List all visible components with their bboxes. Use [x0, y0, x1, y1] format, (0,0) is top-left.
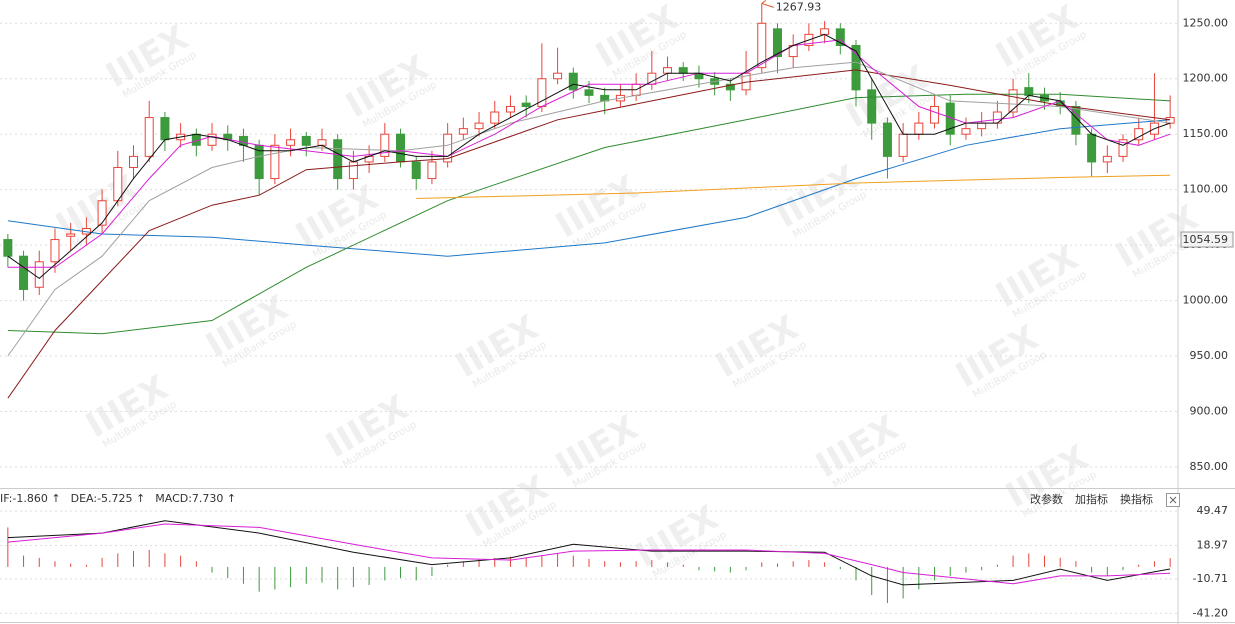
candle-body: [584, 89, 594, 96]
candle-body: [207, 133, 217, 146]
line: [7, 520, 1171, 586]
candle-body: [992, 111, 1002, 124]
candle-body: [50, 239, 60, 263]
y-tick-label: 950.00: [1190, 349, 1229, 362]
candle-body: [772, 28, 782, 58]
candle-body: [113, 166, 123, 202]
candle-body: [505, 105, 515, 113]
candle-body: [882, 122, 892, 157]
indicator-button[interactable]: 加指标: [1075, 492, 1108, 506]
line: [416, 174, 1171, 199]
candle-body: [97, 200, 107, 226]
candle-body: [474, 122, 484, 130]
close-button[interactable]: [1166, 493, 1180, 507]
candle-body: [553, 72, 563, 80]
y-tick-label: 1200.00: [1183, 72, 1229, 85]
line: [7, 33, 1171, 280]
candle-body: [348, 161, 358, 180]
candle-body: [835, 28, 845, 46]
candle-body: [411, 161, 421, 180]
line: [7, 523, 1171, 585]
line: [7, 39, 1171, 268]
candle-body: [270, 144, 280, 180]
candle-body: [129, 155, 139, 168]
candle-body: [930, 105, 940, 124]
candle-body: [317, 139, 327, 146]
candle-body: [1008, 89, 1018, 113]
candle-body: [333, 139, 343, 180]
candle-body: [66, 233, 76, 237]
candle-body: [3, 239, 13, 257]
candle-body: [1087, 133, 1097, 163]
candle-body: [19, 255, 29, 290]
max-label: 1267.93: [776, 0, 822, 13]
candle-body: [820, 28, 830, 35]
candle-body: [380, 133, 390, 157]
max-arrow: [761, 0, 774, 8]
candle-body: [144, 117, 154, 157]
y-tick-label: -41.20: [1193, 606, 1228, 619]
candle-body: [757, 22, 767, 69]
line: [7, 69, 1171, 399]
candle-body: [301, 135, 311, 146]
candle-body: [1102, 155, 1112, 163]
candle-body: [725, 83, 735, 91]
candle-body: [34, 261, 44, 288]
y-tick-label: 1250.00: [1183, 16, 1229, 29]
candle-body: [568, 72, 578, 91]
candle-body: [490, 111, 500, 124]
candle-body: [663, 67, 673, 74]
candle-body: [678, 67, 688, 74]
legend-label: MACD:7.730 ↑: [155, 492, 236, 505]
y-tick-label: 1150.00: [1183, 127, 1229, 140]
candle-body: [286, 139, 296, 146]
candle-body: [1071, 105, 1081, 135]
candle-body: [458, 128, 468, 135]
price-box: [1180, 231, 1234, 248]
candle-body: [521, 102, 531, 107]
candle-body: [898, 133, 908, 157]
line: [7, 119, 1171, 257]
y-tick-label: 1000.00: [1183, 294, 1229, 307]
candle-body: [851, 44, 861, 91]
y-tick-label: 900.00: [1190, 404, 1229, 417]
candle-body: [427, 161, 437, 180]
y-tick-label: 850.00: [1190, 460, 1229, 473]
candle-body: [977, 122, 987, 130]
candle-body: [867, 89, 877, 124]
candle-body: [961, 128, 971, 135]
candle-body: [396, 133, 406, 163]
candle-body: [160, 117, 170, 141]
indicator-button[interactable]: 改参数: [1030, 492, 1063, 506]
candle-body: [1118, 139, 1128, 157]
candle-body: [1134, 128, 1144, 141]
line: [7, 61, 1171, 357]
candle-body: [914, 122, 924, 135]
y-tick-label: -10.71: [1193, 572, 1228, 585]
y-tick-label: 49.47: [1197, 504, 1229, 517]
candle-body: [443, 133, 453, 163]
legend-label: IF:-1.860 ↑: [0, 492, 61, 505]
y-tick-label: 1100.00: [1183, 183, 1229, 196]
close-icon[interactable]: [1169, 496, 1177, 504]
indicator-button[interactable]: 换指标: [1120, 492, 1153, 506]
y-tick-label: 18.97: [1197, 538, 1229, 551]
price-label: 1054.59: [1183, 233, 1229, 246]
legend-label: DEA:-5.725 ↑: [71, 492, 146, 505]
